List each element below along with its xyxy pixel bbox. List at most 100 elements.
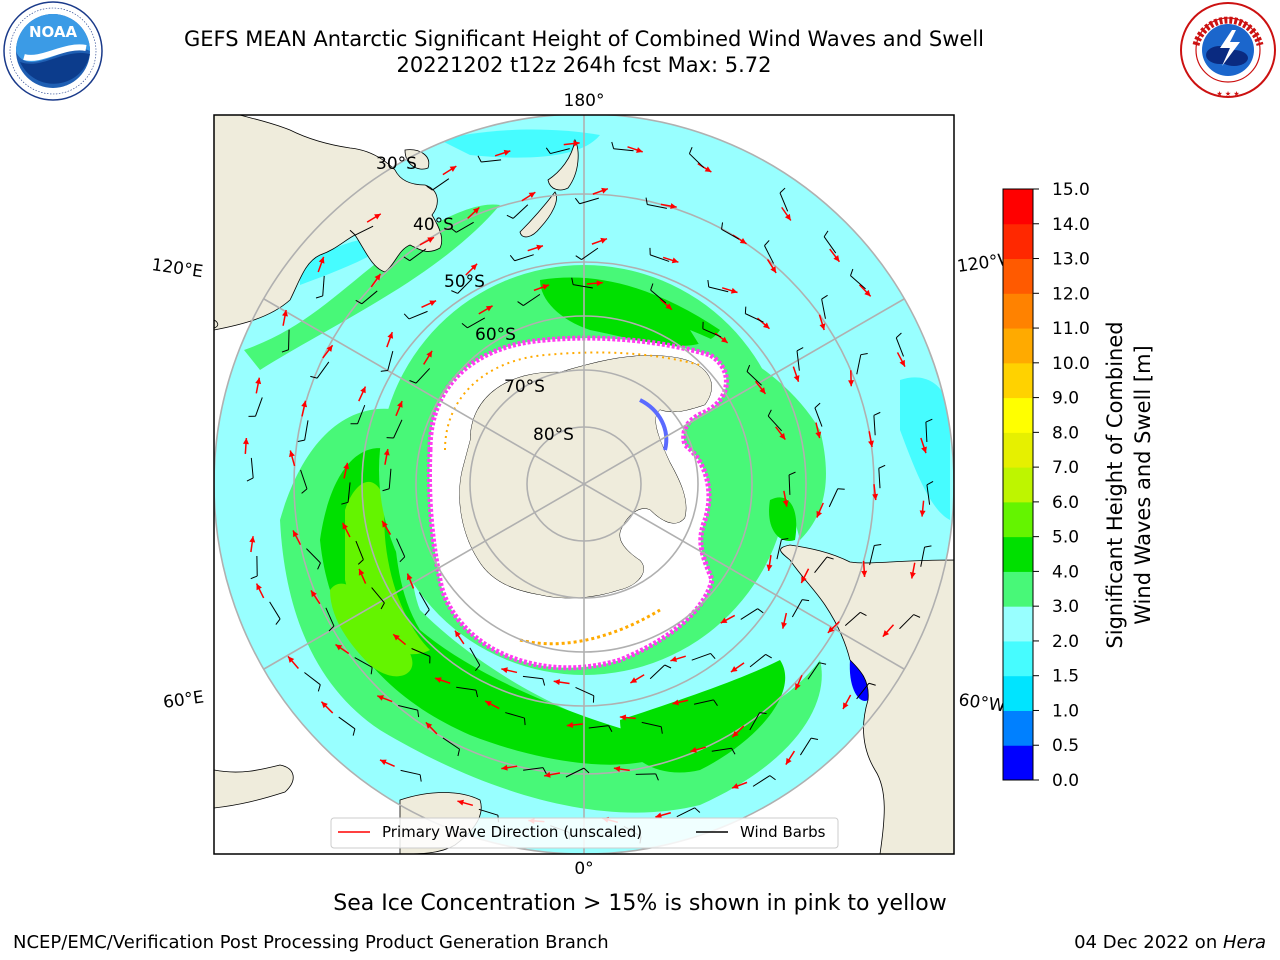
wave-arrow-head (249, 536, 256, 543)
lat-label-70s: 70°S (504, 377, 545, 397)
chart-subtitle: 20221202 t12z 264h fcst Max: 5.72 (396, 53, 772, 77)
wave-direction-arrows (242, 140, 927, 824)
wave-arrow-head (816, 510, 823, 518)
wind-barb-flag (874, 544, 882, 546)
colorbar-swatch (1003, 189, 1033, 225)
new-zealand-north (547, 138, 579, 191)
colorbar-tick-label: 12.0 (1052, 284, 1090, 304)
wave-arrow-head (318, 256, 325, 264)
wind-barb-flag (802, 599, 810, 602)
wave-arrow-head (536, 244, 543, 251)
wind-barb (878, 468, 881, 489)
wind-barb-flag (925, 418, 933, 423)
wave-arrow-head (861, 570, 868, 577)
wind-barb-flag (475, 690, 479, 698)
colorbar-tick-label: 6.0 (1052, 493, 1079, 513)
wind-barb (432, 178, 450, 191)
wave-arrow-head (882, 630, 890, 637)
wave-arrow-head (872, 493, 879, 501)
wind-barb (469, 647, 481, 666)
wave-arrow-head (343, 462, 350, 470)
wind-barb (304, 672, 321, 686)
wave-arrow-head (470, 263, 478, 271)
wave-arrow-head (827, 626, 835, 633)
colorbar-tick-label: 0.5 (1052, 736, 1079, 756)
wind-barb-flag (611, 141, 615, 149)
wind-barb (316, 361, 330, 379)
wave-arrow-head (795, 683, 801, 690)
wave-arrow-head (919, 510, 926, 517)
wind-barb-flag (355, 299, 363, 305)
colorbar-label-line2: Wind Waves and Swell [m] (1131, 345, 1155, 625)
wave-arrow-head (454, 630, 461, 638)
wind-barb (799, 737, 812, 756)
wave-arrow-head (793, 375, 800, 382)
wave-arrow-head (387, 332, 394, 339)
wave-arrow-head (770, 266, 777, 273)
wave-arrow-head (397, 401, 403, 408)
wind-barb-flag (765, 653, 772, 659)
wind-barb (456, 221, 474, 233)
wave-arrow-head (374, 213, 381, 220)
wind-barb (796, 350, 800, 371)
colorbar-swatch (1003, 571, 1033, 607)
wind-barb-flag (767, 409, 772, 417)
wave-arrow-head (720, 617, 728, 624)
wave-arrow-head (630, 677, 638, 683)
colorbar-tick-label: 14.0 (1052, 215, 1090, 235)
wind-barb-flag (721, 222, 724, 230)
wind-barb-flag (301, 488, 308, 494)
wind-barb (814, 556, 828, 574)
wind-barb (522, 675, 543, 680)
wave-arrow-head (457, 799, 464, 806)
wind-barb-flag (924, 545, 932, 548)
wave-arrow-head (255, 377, 262, 385)
wave-arrow-head (784, 213, 791, 221)
wind-barb-flag (341, 501, 349, 505)
wind-barb-flag (779, 187, 786, 194)
wind-barb (388, 468, 392, 489)
wind-barb-flag (574, 197, 581, 205)
colorbar-swatch (1003, 675, 1033, 711)
wind-barb-flag (645, 197, 648, 205)
wind-barb-flag (475, 664, 481, 672)
lon-label-60w: 60°W (957, 690, 1006, 716)
wave-arrow-head (544, 771, 551, 778)
wave-arrow-head (377, 695, 384, 701)
colorbar-tick-label: 3.0 (1052, 597, 1079, 617)
wave-arrow-head (759, 387, 766, 394)
wave-arrow-head (781, 622, 788, 629)
wave-arrow-head (730, 666, 738, 672)
wind-barb (269, 601, 281, 620)
wind-barb-flag (545, 147, 551, 154)
wave-arrow-head (425, 722, 433, 729)
wave-arrow-head (670, 203, 677, 210)
wind-barb-flag (655, 773, 659, 781)
south-america-land (780, 544, 954, 854)
wave-arrow-head (287, 656, 295, 663)
date-text: 04 Dec 2022 on (1074, 932, 1223, 953)
lon-label-180: 180° (564, 91, 605, 111)
wind-barb (873, 415, 876, 436)
wave-arrow-head (542, 284, 549, 290)
wind-barb-flag (450, 227, 457, 233)
wind-barb-flag (746, 364, 751, 372)
wind-barb (856, 682, 870, 700)
wind-barb-flag (281, 349, 289, 353)
wind-barb (746, 371, 762, 386)
wave-arrow-head (785, 757, 792, 765)
wind-barb-flag (542, 767, 547, 775)
wind-barb (550, 148, 570, 155)
lat-label-50s: 50°S (444, 272, 485, 292)
colorbar-tick-label: 8.0 (1052, 423, 1079, 443)
wave-arrow-head (596, 280, 603, 287)
colorbar-tick-label: 1.5 (1052, 667, 1079, 687)
map-frame (213, 114, 955, 855)
wind-barb-flag (451, 290, 458, 294)
colorbar-swatch (1003, 293, 1033, 329)
wind-barb (411, 648, 431, 657)
sea-ice (429, 338, 727, 668)
wave-arrow-head (819, 323, 826, 331)
wave-arrow-head (485, 305, 493, 312)
lat-label-80s: 80°S (533, 425, 574, 445)
